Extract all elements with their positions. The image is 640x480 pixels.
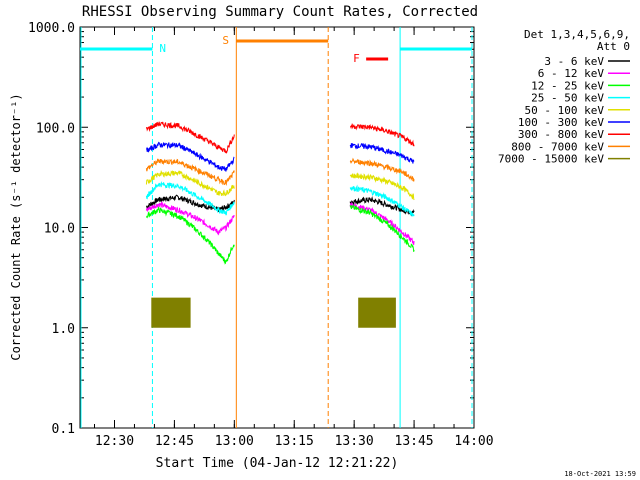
saa-label: S (222, 34, 229, 47)
series-line (145, 181, 235, 216)
y-tick-label: 0.1 (52, 422, 75, 437)
series-line (349, 184, 415, 217)
annotations: N S F (80, 27, 473, 428)
series-line (145, 121, 235, 154)
legend-title: Att 0 (597, 40, 630, 53)
legend-entry-label: 3 - 6 keV (544, 55, 604, 68)
series-line (349, 201, 415, 245)
flare-label: F (353, 52, 360, 65)
x-tick-label: 12:45 (155, 434, 194, 449)
legend-title: Det 1,3,4,5,6,9, (524, 28, 630, 41)
x-axis: 12:30 12:45 13:00 13:15 13:30 13:45 14:00 (94, 27, 494, 449)
series-line (145, 169, 235, 197)
series-line (349, 157, 415, 182)
legend-entry-label: 300 - 800 keV (518, 128, 604, 141)
series-line-7000-15000-kev (358, 297, 396, 328)
legend-entry-label: 800 - 7000 keV (511, 140, 604, 153)
series-line (349, 172, 415, 201)
y-tick-label: 1000.0 (28, 21, 75, 36)
series-line (350, 123, 415, 147)
legend-entry-label: 6 - 12 keV (538, 67, 605, 80)
series-line (349, 204, 415, 252)
series-line (145, 194, 235, 213)
legend-entry-label: 7000 - 15000 keV (498, 153, 604, 166)
series-lines (145, 121, 415, 328)
y-axis: 0.1 1.0 10.0 100.0 1000.0 (28, 21, 474, 437)
x-axis-label: Start Time (04-Jan-12 12:21:22) (156, 456, 399, 471)
night-label: N (159, 42, 166, 55)
y-tick-label: 10.0 (44, 222, 75, 237)
y-tick-label: 1.0 (52, 322, 75, 337)
x-tick-label: 13:30 (335, 434, 374, 449)
y-tick-label: 100.0 (36, 121, 75, 136)
x-tick-label: 13:15 (275, 434, 314, 449)
series-line (145, 206, 235, 265)
legend-entry-label: 50 - 100 keV (525, 104, 605, 117)
series-line-7000-15000-kev (151, 297, 191, 328)
y-axis-label: Corrected Count Rate (s⁻¹ detector⁻¹) (9, 93, 23, 360)
legend-entry-label: 100 - 300 keV (518, 116, 604, 129)
chart-title: RHESSI Observing Summary Count Rates, Co… (82, 4, 478, 20)
legend-entry-label: 25 - 50 keV (531, 92, 604, 105)
x-tick-label: 13:00 (215, 434, 254, 449)
series-line (145, 141, 235, 172)
series-line (145, 158, 235, 187)
series-line (349, 142, 415, 164)
x-tick-label: 13:45 (395, 434, 434, 449)
x-tick-label: 12:30 (95, 434, 134, 449)
plot-frame (79, 26, 475, 429)
footer-date: 18-Oct-2021 13:59 (564, 470, 636, 478)
legend-entry-label: 12 - 25 keV (531, 79, 604, 92)
x-tick-label: 14:00 (454, 434, 493, 449)
series-line (145, 200, 235, 236)
